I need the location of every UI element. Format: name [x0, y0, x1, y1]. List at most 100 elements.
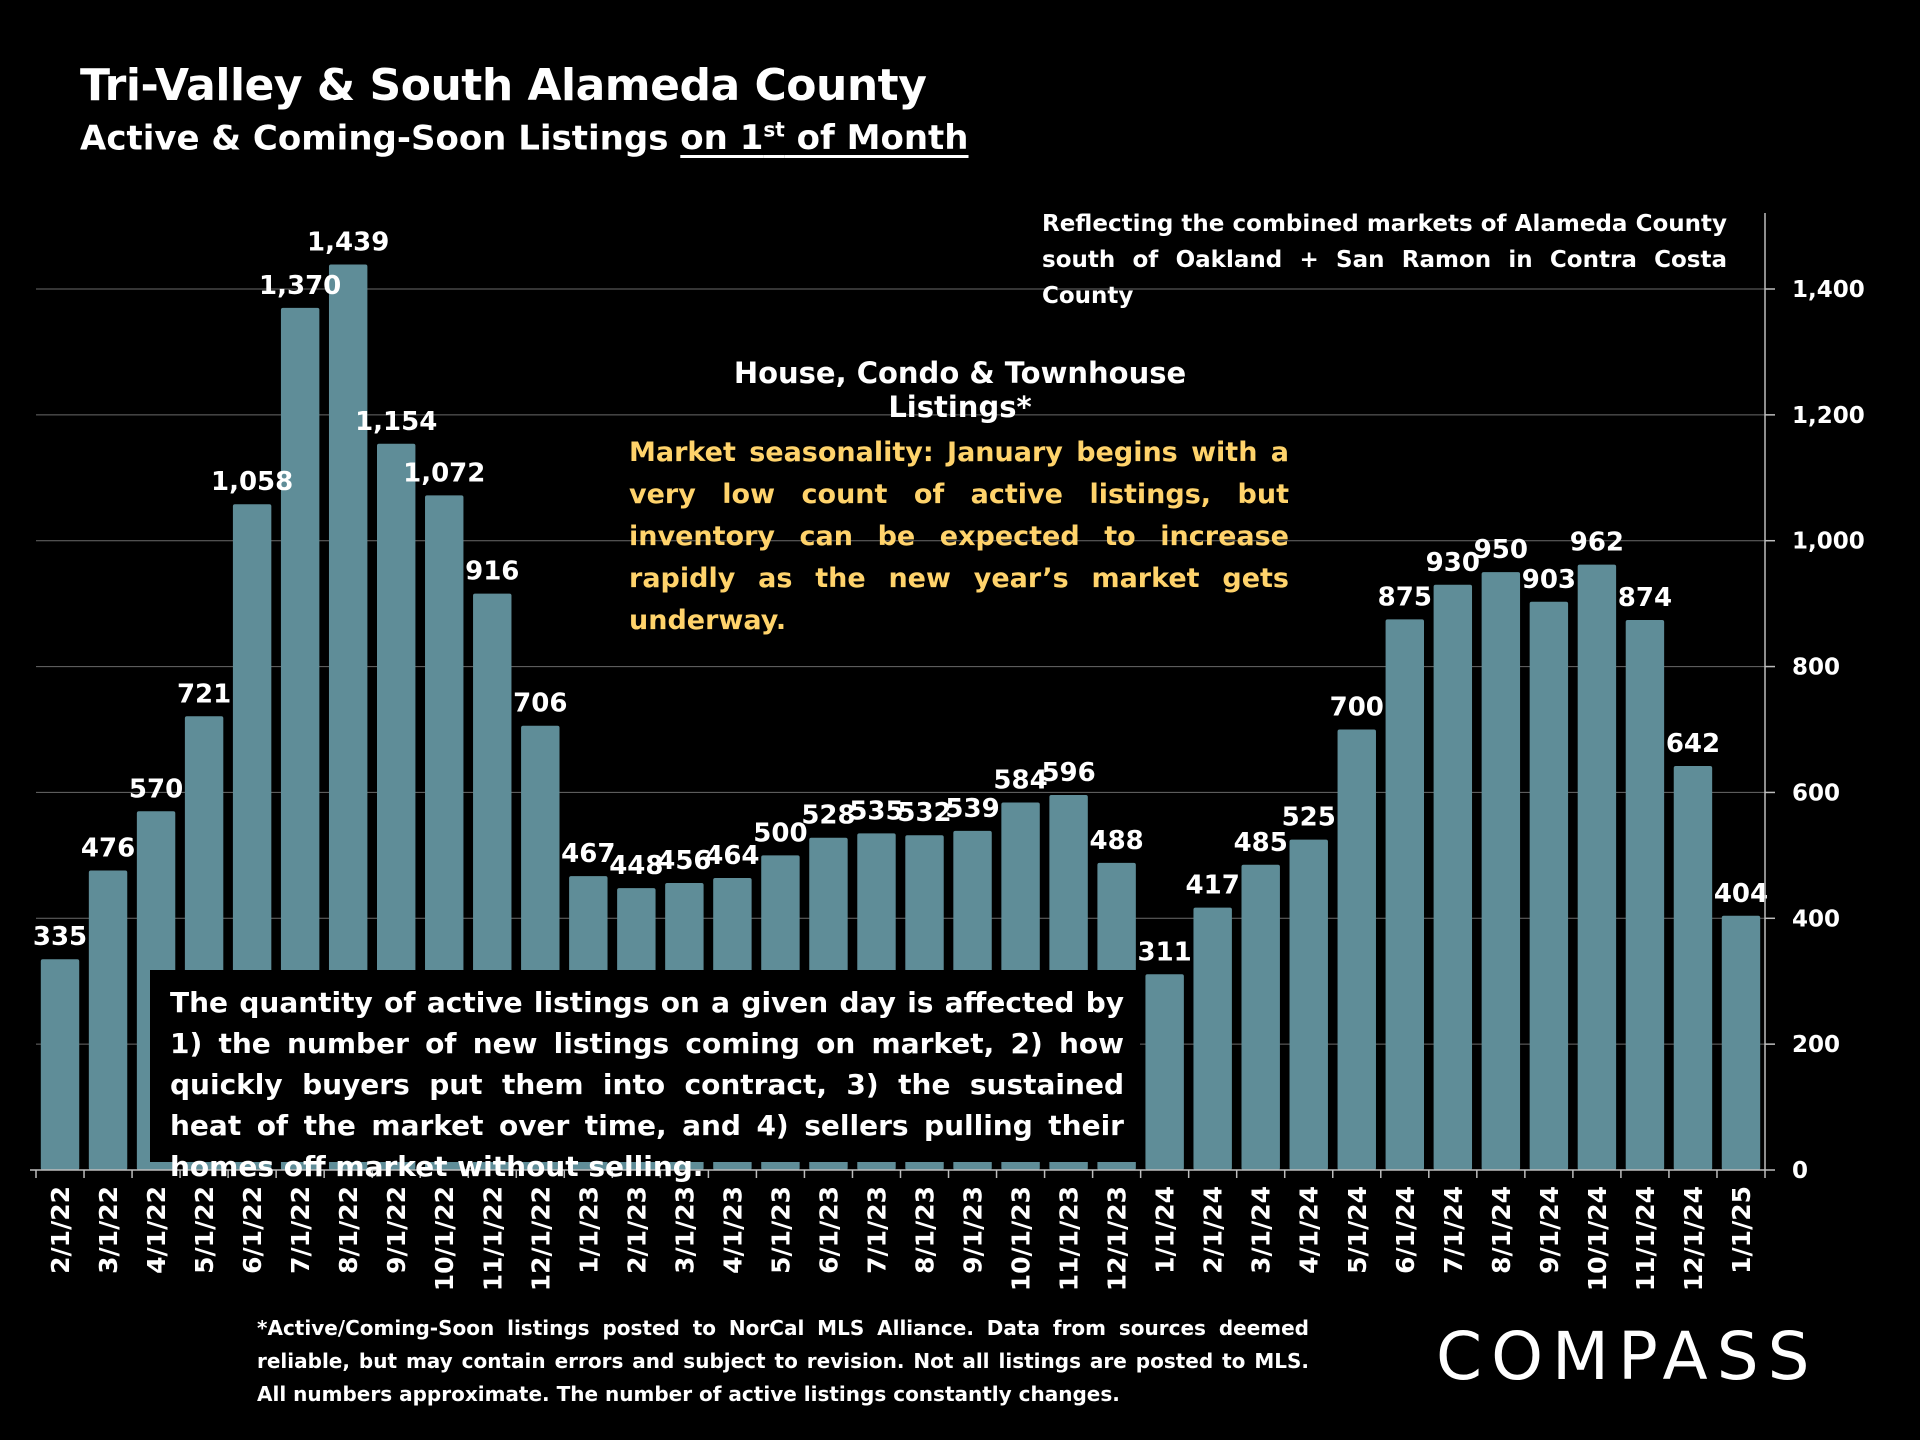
x-tick-label: 1/1/23	[574, 1186, 603, 1274]
y-axis: 0 200 400 600 800 1,000 1,200 1,400	[1764, 213, 1865, 1184]
bar-value-label: 404	[1714, 879, 1768, 909]
bar-value-label: 467	[561, 839, 615, 869]
subtitle-prefix: Active & Coming-Soon Listings	[80, 118, 681, 159]
x-tick-label: 7/1/23	[862, 1186, 891, 1274]
bar	[1433, 584, 1473, 1170]
x-tick-label: 3/1/23	[670, 1186, 699, 1274]
bar	[40, 959, 80, 1170]
bar	[1385, 619, 1425, 1170]
bar-value-label: 700	[1330, 693, 1384, 723]
x-tick-label: 3/1/22	[94, 1186, 123, 1274]
x-tick-label: 4/1/23	[718, 1186, 747, 1274]
x-tick-label: 2/1/23	[622, 1186, 651, 1274]
bar-value-label: 596	[1041, 758, 1095, 788]
bar-value-label: 535	[849, 796, 903, 826]
footnote: *Active/Coming-Soon listings posted to N…	[257, 1316, 1309, 1406]
y-tick-label: 1,400	[1792, 277, 1865, 303]
bar	[328, 264, 368, 1170]
bar-value-label: 476	[81, 833, 135, 863]
market-scope-note: Reflecting the combined markets of Alame…	[1042, 211, 1727, 309]
x-axis: 2/1/22 3/1/22 4/1/22 5/1/22 6/1/22 7/1/22 8/1/…	[30, 1169, 1766, 1291]
x-tick-label: 1/1/25	[1727, 1186, 1756, 1274]
x-tick-label: 7/1/22	[286, 1186, 315, 1274]
bar-value-label: 335	[33, 922, 87, 952]
x-tick-label: 9/1/24	[1535, 1186, 1564, 1274]
subtitle-underlined-post: of Month	[784, 118, 969, 159]
x-tick-label: 10/1/23	[1007, 1186, 1036, 1291]
bar-value-label: 706	[513, 689, 567, 719]
subtitle-underlined-pre: on 1	[680, 118, 764, 159]
x-tick-label: 8/1/22	[334, 1186, 363, 1274]
x-tick-label: 12/1/23	[1103, 1186, 1132, 1291]
y-tick-label: 800	[1792, 655, 1840, 681]
bar	[1577, 564, 1617, 1170]
x-tick-label: 5/1/22	[190, 1186, 219, 1274]
value-labels: 335 476 570 721 1,058 1,370 1,439 1,154 1,072 916…	[33, 227, 1768, 967]
bar-value-label: 1,058	[211, 467, 293, 497]
x-tick-label: 1/1/24	[1151, 1186, 1180, 1274]
x-tick-label: 11/1/24	[1631, 1186, 1660, 1291]
gridlines	[36, 288, 1765, 1045]
bar-value-label: 721	[177, 679, 231, 709]
x-tick-label: 12/1/22	[526, 1186, 555, 1291]
bar-value-label: 1,370	[259, 271, 341, 301]
y-tick-label: 400	[1792, 906, 1840, 932]
subtitle-underlined: on 1st of Month	[680, 118, 968, 158]
bar	[88, 870, 128, 1170]
bar-value-label: 950	[1474, 535, 1528, 565]
bar-value-label: 874	[1618, 583, 1672, 613]
x-tick-label: 6/1/24	[1391, 1186, 1420, 1274]
x-tick-label: 2/1/22	[46, 1186, 75, 1274]
x-tick-label: 12/1/24	[1679, 1186, 1708, 1291]
y-tick-label: 1,000	[1792, 529, 1865, 555]
bar-value-label: 875	[1378, 582, 1432, 612]
bar-value-label: 532	[897, 798, 951, 828]
x-tick-label: 11/1/22	[478, 1186, 507, 1291]
bar-value-label: 570	[129, 774, 183, 804]
y-tick-label: 0	[1792, 1158, 1808, 1184]
x-tick-label: 6/1/23	[814, 1186, 843, 1274]
x-tick-label: 4/1/24	[1295, 1186, 1324, 1274]
seasonality-note: Market seasonality: January begins with …	[629, 437, 1289, 636]
bar-value-label: 456	[657, 846, 711, 876]
bar-value-label: 1,072	[403, 458, 485, 488]
bar-value-label: 311	[1138, 937, 1192, 967]
series-heading: House, Condo & Townhouse Listings*	[733, 356, 1187, 424]
x-tick-label: 10/1/24	[1583, 1186, 1612, 1291]
bar-value-label: 525	[1282, 803, 1336, 833]
x-tick-label: 8/1/24	[1487, 1186, 1516, 1274]
bar-value-label: 1,439	[307, 227, 389, 257]
x-tick-label: 5/1/23	[766, 1186, 795, 1274]
bar-value-label: 488	[1089, 826, 1143, 856]
x-tick-label: 2/1/24	[1199, 1186, 1228, 1274]
page-subtitle: Active & Coming-Soon Listings on 1st of …	[80, 118, 969, 158]
x-tick-label: 4/1/22	[142, 1186, 171, 1274]
bar-value-label: 930	[1426, 548, 1480, 578]
bar-value-label: 539	[945, 794, 999, 824]
bar	[280, 307, 320, 1171]
x-tick-label: 10/1/22	[430, 1186, 459, 1291]
y-tick-label: 200	[1792, 1032, 1840, 1058]
bar-value-label: 417	[1186, 871, 1240, 901]
x-tick-label: 7/1/24	[1439, 1186, 1468, 1274]
bar	[1481, 572, 1521, 1170]
bar-value-label: 485	[1234, 828, 1288, 858]
x-tick-label: 9/1/22	[382, 1186, 411, 1274]
bar-value-label: 584	[993, 765, 1047, 795]
x-tick-label: 6/1/22	[238, 1186, 267, 1274]
bar	[1145, 974, 1184, 1170]
explanation-callout: The quantity of active listings on a giv…	[150, 970, 1140, 1183]
x-tick-label: 8/1/23	[911, 1186, 940, 1274]
bar-value-label: 500	[753, 818, 807, 848]
bar-value-label: 962	[1570, 528, 1624, 558]
bar-value-label: 1,154	[355, 407, 437, 437]
x-tick-label: 11/1/23	[1055, 1186, 1084, 1291]
bar	[1193, 907, 1232, 1170]
bar-value-label: 464	[705, 841, 759, 871]
y-tick-label: 1,200	[1792, 403, 1865, 429]
bar-value-label: 448	[609, 851, 663, 881]
bar-value-label: 528	[801, 801, 855, 831]
bar-value-label: 903	[1522, 565, 1576, 595]
bar	[1721, 915, 1761, 1170]
bar-value-label: 916	[465, 557, 519, 587]
